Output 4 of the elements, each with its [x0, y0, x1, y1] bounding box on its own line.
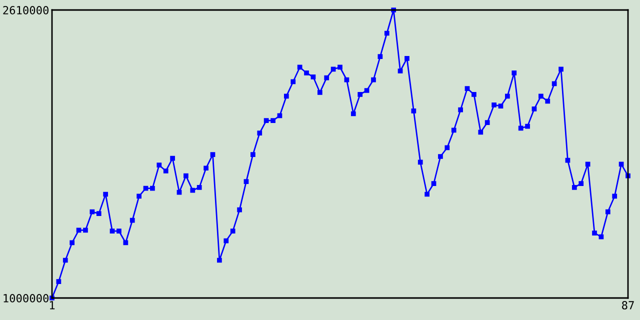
y-tick-label: 2610000 — [3, 6, 49, 14]
y-tick-label: 1000000 — [4, 294, 49, 302]
x-tick-label: 87 — [622, 301, 634, 310]
x-tick-label: 1 — [50, 301, 55, 310]
